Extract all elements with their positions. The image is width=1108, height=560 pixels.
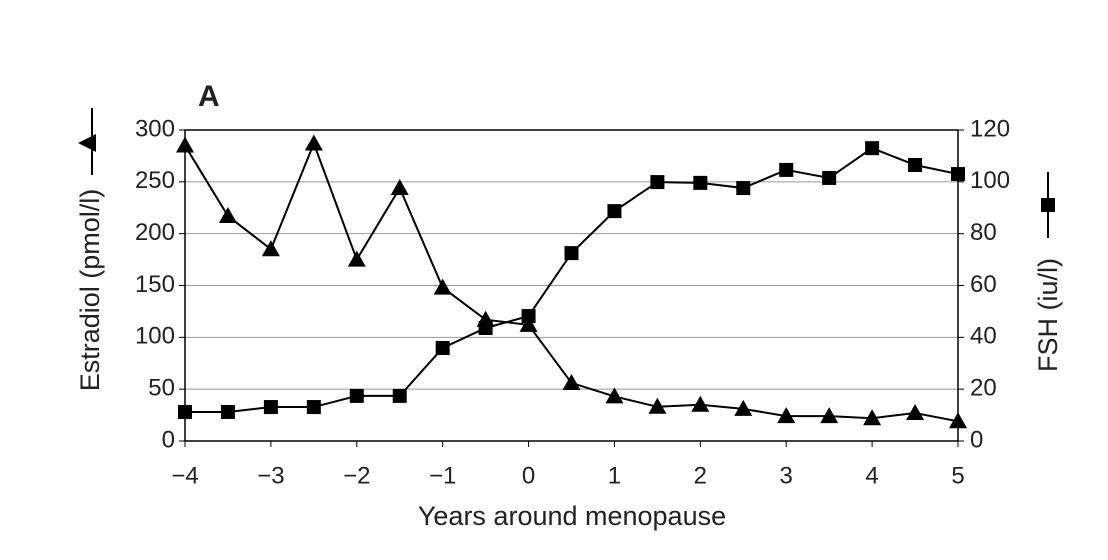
marker bbox=[865, 141, 880, 156]
marker bbox=[478, 321, 493, 336]
y2-tick-label: 120 bbox=[970, 115, 1010, 142]
marker bbox=[863, 409, 882, 426]
y2-tick-label: 60 bbox=[970, 271, 997, 298]
x-tick-label: 4 bbox=[865, 462, 878, 489]
marker bbox=[306, 400, 321, 415]
plot-frame bbox=[184, 129, 959, 442]
x-tick-label: −1 bbox=[429, 462, 456, 489]
marker bbox=[822, 170, 837, 185]
y2-tick-label: 80 bbox=[970, 219, 997, 246]
y2-tick-label: 40 bbox=[970, 323, 997, 350]
y-tick-label: 200 bbox=[135, 219, 175, 246]
marker bbox=[176, 136, 194, 153]
y2-tick-label: 0 bbox=[970, 426, 983, 453]
x-tick-label: 5 bbox=[951, 462, 964, 489]
x-axis-label: Years around menopause bbox=[418, 501, 726, 531]
series-line bbox=[185, 147, 959, 413]
marker bbox=[906, 404, 925, 421]
y2-axis-label: FSH (iu/l) bbox=[1033, 258, 1063, 372]
marker bbox=[779, 162, 794, 177]
y-tick-label: 150 bbox=[135, 271, 175, 298]
y-tick-label: 50 bbox=[148, 375, 175, 402]
marker bbox=[820, 407, 839, 424]
marker bbox=[261, 240, 280, 257]
marker bbox=[949, 412, 967, 429]
marker bbox=[390, 179, 409, 196]
marker bbox=[304, 134, 323, 151]
x-tick-label: 2 bbox=[694, 462, 707, 489]
marker bbox=[650, 175, 665, 190]
y2-tick-label: 20 bbox=[970, 375, 997, 402]
marker bbox=[433, 278, 452, 295]
marker bbox=[562, 373, 581, 390]
marker bbox=[605, 387, 624, 404]
marker bbox=[908, 157, 923, 172]
marker bbox=[178, 404, 192, 419]
y2-tick-label: 100 bbox=[970, 167, 1010, 194]
marker bbox=[648, 397, 667, 414]
marker bbox=[220, 404, 235, 419]
x-tick-label: −4 bbox=[171, 462, 198, 489]
y-axis-label: Estradiol (pmol/l) bbox=[75, 189, 105, 392]
y-tick-label: 100 bbox=[135, 323, 175, 350]
x-tick-label: −3 bbox=[257, 462, 284, 489]
chart-title: A bbox=[198, 80, 220, 113]
marker bbox=[263, 400, 278, 415]
marker bbox=[777, 407, 796, 424]
marker bbox=[218, 207, 237, 224]
x-tick-label: 1 bbox=[608, 462, 621, 489]
legend-marker bbox=[1041, 198, 1055, 212]
marker bbox=[736, 181, 751, 196]
marker bbox=[435, 340, 450, 355]
marker bbox=[691, 395, 710, 412]
marker bbox=[519, 315, 538, 332]
marker bbox=[693, 175, 708, 190]
legend-marker bbox=[78, 134, 96, 152]
marker bbox=[607, 204, 622, 219]
marker bbox=[734, 399, 753, 416]
y-tick-label: 0 bbox=[162, 426, 175, 453]
marker bbox=[392, 388, 407, 403]
marker bbox=[349, 388, 364, 403]
marker bbox=[951, 167, 965, 182]
y-tick-label: 300 bbox=[135, 115, 175, 142]
y-tick-label: 250 bbox=[135, 167, 175, 194]
marker bbox=[347, 250, 366, 267]
x-tick-label: −2 bbox=[343, 462, 370, 489]
x-tick-label: 3 bbox=[780, 462, 793, 489]
x-tick-label: 0 bbox=[522, 462, 535, 489]
marker bbox=[521, 309, 536, 324]
marker bbox=[564, 246, 579, 261]
